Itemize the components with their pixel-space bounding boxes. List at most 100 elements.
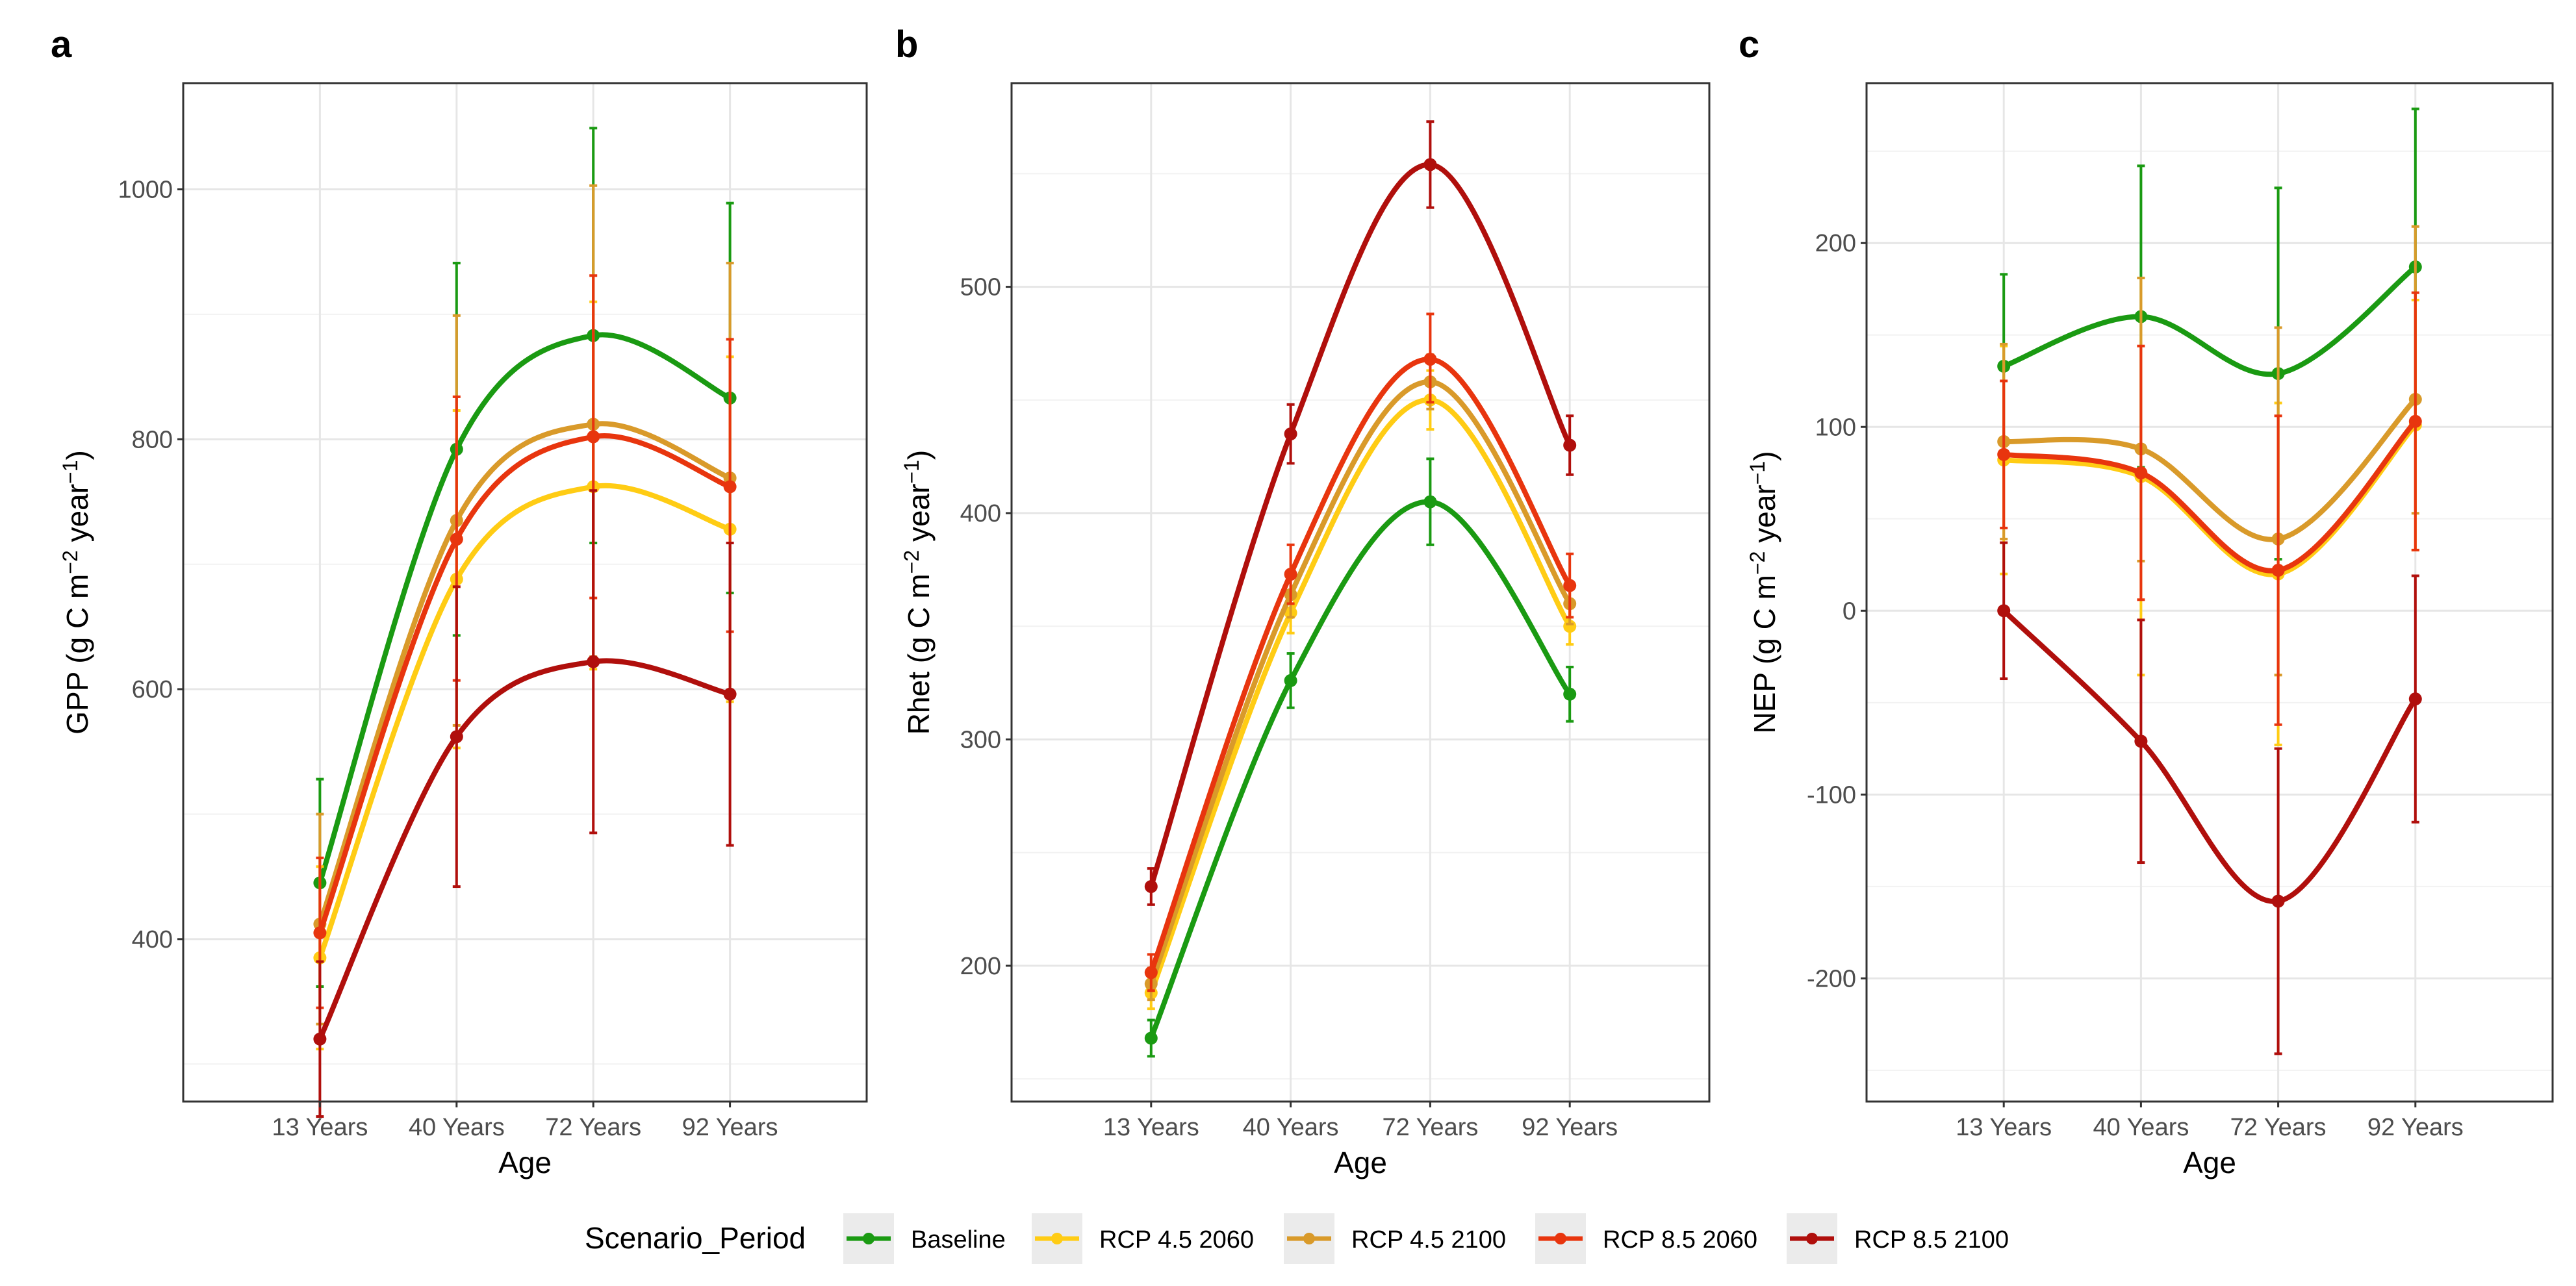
series (1144, 457, 1577, 1058)
data-point (2134, 466, 2148, 480)
y-tick-label: 600 (132, 676, 173, 703)
x-tick-label: 72 Years (1382, 1114, 1478, 1141)
data-point (587, 430, 600, 444)
legend-label: RCP 8.5 2100 (1854, 1226, 2009, 1254)
series (1144, 312, 1577, 992)
x-tick-label: 13 Years (1956, 1114, 2052, 1141)
x-axis-title-c: Age (2183, 1146, 2236, 1179)
plot-a: 400 600 800 1000 (118, 82, 868, 1118)
y-axis-title-b: Rhet (g C m−2 year−1) (900, 450, 936, 735)
legend-item-rcp45-2060: RCP 4.5 2060 (1032, 1213, 1254, 1264)
y-axis-title-part: ) (1748, 451, 1781, 460)
y-tick-label: 100 (1815, 414, 1856, 441)
series-line (2001, 264, 2418, 377)
legend-label: RCP 4.5 2060 (1099, 1226, 1254, 1254)
x-tick-label: 13 Years (1103, 1114, 1199, 1141)
y-tick-label: 400 (960, 500, 1001, 527)
y-axis-title-exponent: −1 (58, 460, 82, 484)
y-axis-title-exponent: −2 (58, 550, 82, 574)
y-axis-title-part: ) (60, 450, 94, 460)
data-point (723, 687, 737, 701)
y-axis-title-part: year (60, 484, 94, 550)
series-line (317, 483, 733, 961)
data-point (2271, 564, 2285, 577)
legend-title: Scenario_Period (585, 1221, 806, 1255)
panel-letter-c: c (1739, 23, 1759, 66)
legend: Scenario_Period Baseline RCP 4.5 2060 RC… (585, 1213, 2009, 1264)
series-line (317, 421, 733, 927)
legend-label: Baseline (911, 1226, 1006, 1254)
series-line (2001, 608, 2418, 904)
x-tick-label: 92 Years (1522, 1114, 1618, 1141)
y-axis-title-c: NEP (g C m−2 year−1) (1746, 451, 1781, 733)
y-tick-label: 200 (1815, 230, 1856, 257)
data-point (1423, 495, 1437, 509)
series-line (1148, 397, 1573, 996)
y-axis-title-exponent: −1 (1746, 461, 1769, 485)
y-tick-label: -200 (1807, 965, 1856, 992)
y-tick-label: -100 (1807, 781, 1856, 809)
y-axis-title-part: ) (902, 450, 936, 460)
plot-background (183, 83, 867, 1102)
legend-item-rcp45-2100: RCP 4.5 2100 (1284, 1213, 1506, 1264)
data-point (723, 480, 737, 494)
series-line (1148, 357, 1573, 976)
x-tick-label: 40 Years (1243, 1114, 1339, 1141)
x-axis-title-a: Age (498, 1146, 552, 1179)
legend-key-point (1051, 1233, 1063, 1244)
data-point (1563, 438, 1577, 452)
y-axis-title-part: year (902, 484, 936, 550)
data-point (2134, 735, 2148, 748)
panel-letter-a: a (51, 23, 72, 66)
data-point (450, 533, 463, 546)
data-point (1423, 353, 1437, 366)
y-axis-title-exponent: −1 (900, 460, 923, 483)
x-axis-title-b: Age (1334, 1146, 1387, 1179)
x-tick-label: 40 Years (2093, 1114, 2189, 1141)
data-point (587, 655, 600, 668)
plot-c: -200 -100 0 100 200 (1807, 82, 2554, 1107)
series-line (1148, 162, 1573, 889)
legend-item-rcp85-2060: RCP 8.5 2060 (1535, 1213, 1757, 1264)
series-line (2001, 418, 2418, 574)
plot-border (1865, 82, 2554, 1103)
y-axis-title-part: NEP (g C m (1748, 575, 1781, 734)
x-tick-labels-a: 13 Years 40 Years 72 Years 92 Years (272, 1114, 778, 1141)
series-line (1148, 379, 1573, 987)
x-tick-labels-b: 13 Years 40 Years 72 Years 92 Years (1103, 1114, 1618, 1141)
legend-label: RCP 4.5 2100 (1351, 1226, 1506, 1254)
y-tick-label: 1000 (118, 177, 173, 204)
data-point (1284, 674, 1297, 687)
series (1997, 291, 2422, 726)
legend-item-rcp85-2100: RCP 8.5 2100 (1787, 1213, 2009, 1264)
y-axis-title-exponent: −2 (1746, 551, 1769, 575)
panel-c: c -200 -100 0 100 200 13 Years 40 Years 72 Y… (1739, 23, 2554, 1179)
series (1144, 120, 1577, 906)
x-tick-label: 13 Years (272, 1114, 368, 1141)
series-line (2001, 396, 2418, 542)
data-point (1284, 427, 1297, 441)
legend-key-point (863, 1233, 874, 1244)
x-tick-label: 40 Years (409, 1114, 505, 1141)
legend-label: RCP 8.5 2060 (1603, 1226, 1757, 1254)
y-tick-label: 500 (960, 274, 1001, 301)
y-axis-title-part: Rhet (g C m (902, 574, 936, 735)
legend-key-point (1555, 1233, 1566, 1244)
x-tick-labels-c: 13 Years 40 Years 72 Years 92 Years (1956, 1114, 2464, 1141)
y-tick-label: 0 (1843, 598, 1856, 625)
series-line (317, 433, 733, 936)
series (313, 489, 737, 1118)
plot-b: 200 300 400 500 (960, 82, 1711, 1107)
data-point (1144, 879, 1158, 893)
y-axis-title-a: GPP (g C m−2 year−1) (58, 450, 94, 735)
data-point (2408, 692, 2422, 706)
x-tick-label: 92 Years (682, 1114, 778, 1141)
data-point (1563, 687, 1577, 701)
y-tick-label: 400 (132, 926, 173, 953)
x-tick-label: 72 Years (2230, 1114, 2327, 1141)
data-point (2271, 894, 2285, 908)
legend-key-point (1303, 1233, 1315, 1244)
legend-item-baseline: Baseline (843, 1213, 1006, 1264)
y-tick-label: 200 (960, 953, 1001, 980)
